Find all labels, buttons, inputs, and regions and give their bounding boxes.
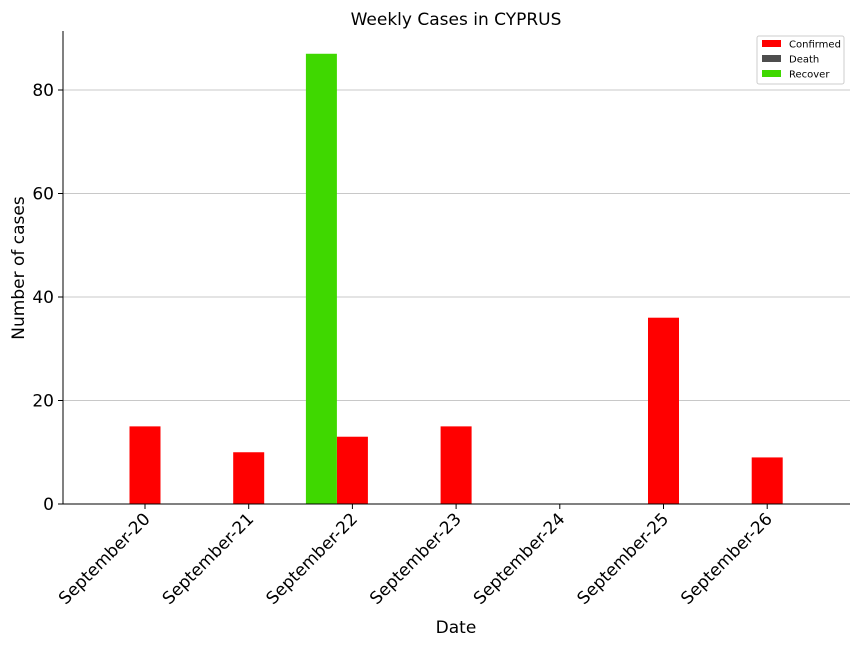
legend-label-death: Death	[789, 55, 819, 66]
y-tick-label: 60	[32, 184, 54, 204]
y-ticks: 0 20 40 60 80	[32, 81, 63, 515]
y-tick-label: 80	[32, 81, 54, 101]
x-axis-label: Date	[436, 618, 477, 638]
legend-swatch-confirmed	[762, 40, 781, 47]
y-axis-label: Number of cases	[9, 196, 29, 340]
bars	[129, 53, 783, 505]
x-ticks: September-20 September-21 September-22 Sept…	[55, 504, 777, 609]
bar-confirmed-september-22	[336, 436, 368, 504]
legend: Confirmed Death Recover	[756, 35, 845, 85]
bar-confirmed-september-21	[233, 452, 265, 504]
x-tick-label: September-21	[159, 509, 258, 608]
x-tick-label: September-25	[574, 509, 673, 608]
x-tick-label: September-24	[470, 509, 569, 608]
legend-swatch-recover	[762, 70, 781, 77]
bar-recover-september-22	[305, 53, 337, 505]
bar-confirmed-september-26	[751, 457, 783, 504]
legend-label-confirmed: Confirmed	[789, 40, 841, 51]
gridlines	[63, 89, 850, 401]
y-tick-label: 20	[32, 391, 54, 411]
legend-label-recover: Recover	[789, 70, 830, 81]
legend-swatch-death	[762, 55, 781, 62]
bar-confirmed-september-20	[129, 426, 161, 504]
x-tick-label: September-20	[55, 509, 154, 608]
x-tick-label: September-22	[262, 509, 361, 608]
y-tick-label: 0	[43, 495, 54, 515]
y-tick-label: 40	[32, 288, 54, 308]
bar-confirmed-september-23	[440, 426, 472, 504]
x-tick-label: September-26	[677, 509, 776, 608]
chart-title: Weekly Cases in CYPRUS	[351, 10, 562, 30]
bar-confirmed-september-25	[648, 317, 679, 504]
x-tick-label: September-23	[366, 509, 465, 608]
